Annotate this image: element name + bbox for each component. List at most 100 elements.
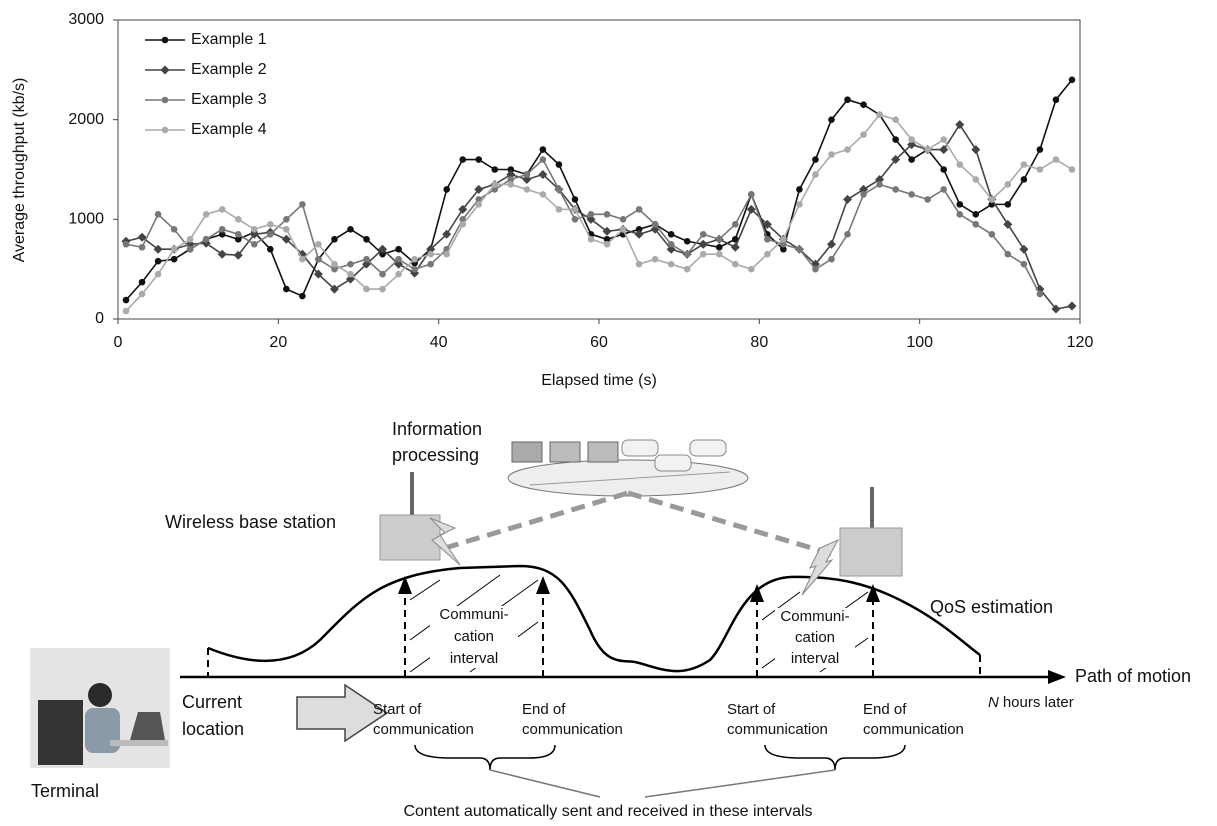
marker [892, 136, 899, 143]
marker [155, 258, 162, 265]
marker [475, 156, 482, 163]
x-tick-label: 40 [430, 334, 448, 351]
marker [588, 211, 595, 218]
marker [1003, 220, 1012, 229]
marker [427, 261, 434, 268]
server [588, 442, 618, 462]
marker [395, 271, 402, 278]
marker [604, 241, 611, 248]
backhaul-links [445, 493, 835, 555]
marker [860, 191, 867, 198]
marker [491, 166, 498, 173]
marker [748, 266, 755, 273]
marker [1021, 261, 1028, 268]
marker [572, 216, 579, 223]
x-axis-title: Elapsed time (s) [541, 372, 657, 389]
y-tick-label: 2000 [68, 111, 104, 128]
marker [828, 151, 835, 158]
series-line [126, 115, 1072, 311]
storage [655, 455, 691, 471]
marker [155, 271, 162, 278]
marker [1005, 201, 1012, 208]
marker [218, 250, 227, 259]
marker [235, 216, 242, 223]
marker [331, 261, 338, 268]
x-tick-label: 20 [269, 334, 287, 351]
information-processing: Information [392, 419, 482, 439]
marker [315, 241, 322, 248]
marker [699, 240, 708, 249]
marker [939, 145, 948, 154]
marker [989, 231, 996, 238]
marker [1067, 302, 1076, 311]
marker [635, 230, 644, 239]
head [88, 683, 112, 707]
marker [844, 96, 851, 103]
base-station-1 [380, 472, 460, 565]
marker [395, 246, 402, 253]
interval-label: interval [450, 650, 498, 667]
interval-label: interval [791, 650, 839, 667]
marker [540, 191, 547, 198]
marker [844, 231, 851, 238]
marker [299, 293, 306, 300]
marker [828, 116, 835, 123]
marker [860, 101, 867, 108]
marker [267, 221, 274, 228]
marker [162, 127, 169, 134]
marker [732, 221, 739, 228]
series-line [126, 80, 1072, 300]
arrowhead [536, 576, 550, 594]
marker [716, 244, 723, 251]
marker [652, 256, 659, 263]
legend-label: Example 2 [191, 61, 267, 78]
n-variable: N [988, 694, 999, 711]
marker [812, 156, 819, 163]
marker [908, 156, 915, 163]
marker [379, 271, 386, 278]
marker [283, 286, 290, 293]
hatch [410, 580, 440, 600]
marker [1053, 156, 1060, 163]
marker [123, 297, 130, 304]
server [512, 442, 542, 462]
marker [828, 256, 835, 263]
start-label: Start of [727, 701, 776, 718]
marker [796, 186, 803, 193]
legend-label: Example 4 [191, 121, 267, 138]
marker [315, 256, 322, 263]
page: Elapsed time (s) Average throughput (kb/… [0, 0, 1217, 826]
marker [161, 66, 170, 75]
link [628, 493, 835, 555]
marker [972, 176, 979, 183]
marker [1005, 251, 1012, 258]
marker [892, 186, 899, 193]
x-tick-label: 100 [906, 334, 933, 351]
marker [989, 196, 996, 203]
marker [203, 236, 210, 243]
terminal-icon [30, 648, 170, 768]
marker [668, 231, 675, 238]
marker [1021, 161, 1028, 168]
marker [1037, 166, 1044, 173]
marker [299, 256, 306, 263]
server [550, 442, 580, 462]
connector [490, 770, 600, 797]
marker [347, 271, 354, 278]
marker [1037, 291, 1044, 298]
end-label: communication [863, 721, 964, 738]
storage [690, 440, 726, 456]
marker [331, 236, 338, 243]
marker [443, 251, 450, 258]
marker [411, 266, 418, 273]
base-station-2 [802, 487, 902, 595]
marker [123, 241, 130, 248]
marker [604, 211, 611, 218]
marker [700, 251, 707, 258]
marker [636, 206, 643, 213]
marker [652, 221, 659, 228]
building [380, 515, 440, 560]
body [85, 708, 120, 753]
y-tick-label: 0 [95, 310, 104, 327]
